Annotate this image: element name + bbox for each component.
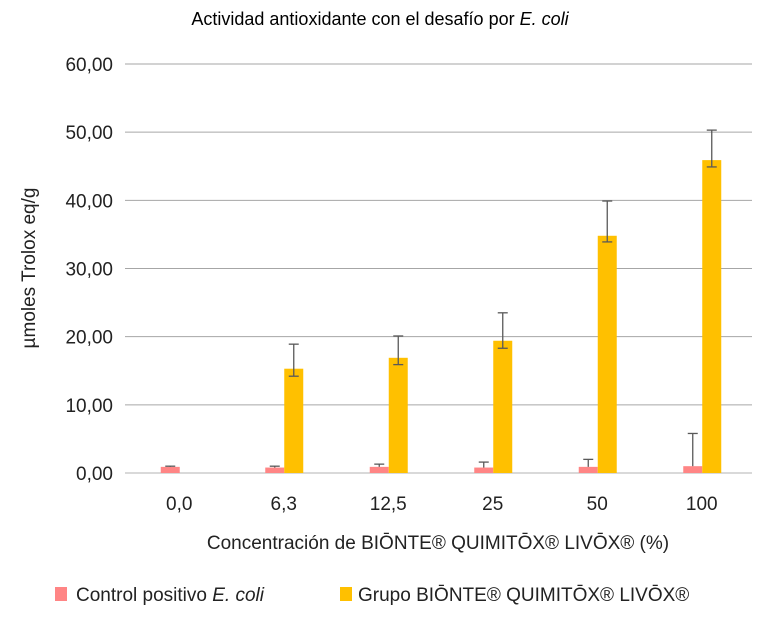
y-tick-label: 40,00 [65,191,113,212]
bar [578,466,598,473]
x-tick-label: 100 [686,494,718,515]
legend-swatch-grupo [340,587,352,601]
x-axis-label: Concentración de BIŌNTE® QUIMITŌX® LIVŌX… [207,533,669,554]
bar [265,467,285,473]
bar [683,466,703,473]
y-axis-ticks: 0,00 10,00 20,00 30,00 40,00 50,00 60,00 [65,55,113,485]
legend-label-control: Control positivo E. coli [76,585,265,606]
bar [474,467,494,473]
chart-title: Actividad antioxidante con el desafío po… [191,9,569,29]
bar [493,340,513,473]
y-tick-label: 10,00 [65,396,113,417]
x-tick-label: 6,3 [271,494,297,515]
bar [388,357,408,473]
legend: Control positivo E. coli Grupo BIŌNTE® Q… [55,585,689,606]
y-tick-label: 0,00 [76,464,113,485]
y-tick-label: 60,00 [65,55,113,76]
x-axis-ticks: 0,0 6,3 12,5 25 50 100 [166,494,718,515]
x-tick-label: 25 [482,494,503,515]
legend-label-grupo: Grupo BIŌNTE® QUIMITŌX® LIVŌX® [358,585,689,606]
bar [597,235,617,473]
legend-swatch-control [55,587,67,601]
bar [702,160,722,474]
y-tick-label: 30,00 [65,260,113,281]
bar [369,466,389,473]
bar [160,466,180,473]
bar [284,368,304,473]
bars [160,129,722,474]
y-axis-label: µmoles Trolox eq/g [19,188,40,349]
y-tick-label: 20,00 [65,328,113,349]
x-tick-label: 0,0 [166,494,192,515]
y-tick-label: 50,00 [65,123,113,144]
gridlines [125,63,752,474]
x-tick-label: 50 [587,494,608,515]
x-tick-label: 12,5 [370,494,407,515]
